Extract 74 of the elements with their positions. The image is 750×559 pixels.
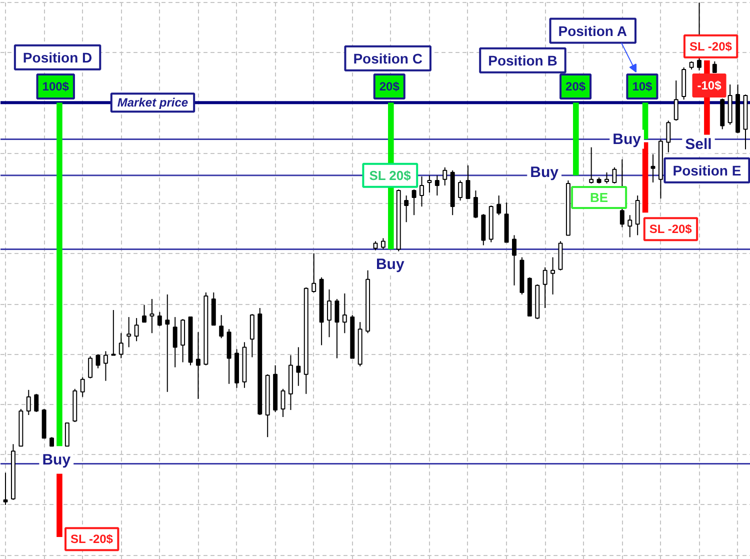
candlestick: [165, 294, 170, 392]
candlestick: [142, 304, 146, 323]
candlestick: [473, 190, 478, 219]
candlestick: [650, 154, 656, 183]
candlestick: [26, 389, 31, 416]
candlestick: [512, 234, 516, 286]
bar: [573, 102, 579, 176]
candlestick: [103, 350, 108, 382]
annotation: Buy: [612, 130, 642, 148]
candlestick: [628, 214, 632, 238]
candlestick: [34, 393, 39, 412]
annotation: -10$: [697, 78, 722, 93]
annotation: SL -20$: [649, 222, 692, 236]
annotation: Position E: [672, 162, 742, 178]
candlestick: [380, 238, 386, 250]
candlestick: [404, 195, 409, 223]
candlestick: [612, 166, 617, 184]
candlestick: [88, 356, 93, 379]
annotation: Buy: [530, 164, 560, 181]
annotation: Position B: [488, 52, 558, 68]
candlestick: [96, 354, 100, 369]
annotation: SL -20$: [689, 39, 732, 54]
candlestick: [466, 164, 470, 200]
annotation: 20$: [566, 80, 586, 94]
annotation: Position D: [22, 49, 92, 66]
candlestick: [674, 80, 678, 122]
ref-line-label: Market price: [117, 96, 188, 110]
candlestick: [442, 166, 448, 186]
annotation: Position A: [558, 22, 627, 39]
candlestick: [118, 332, 124, 359]
candlestick: [327, 288, 332, 338]
candlestick: [172, 316, 178, 368]
candlestick: [412, 188, 416, 216]
text: SL -20$: [70, 532, 114, 546]
candlestick: [589, 146, 594, 184]
candlestick: [334, 298, 340, 359]
candlestick: [666, 120, 671, 153]
candlestick: [342, 292, 347, 334]
bar: [642, 142, 648, 213]
annotation: SL 20$: [369, 168, 412, 183]
candlestick: [458, 180, 463, 202]
candlestick: [296, 346, 301, 386]
candlestick: [280, 388, 286, 418]
candlestick: [604, 172, 609, 184]
bar: [56, 102, 62, 446]
annotation: BE: [590, 190, 608, 206]
annotation: 100$: [42, 80, 70, 94]
candlestick: [64, 422, 70, 447]
candlestick: [434, 174, 440, 196]
annotation: 10$: [632, 80, 653, 94]
candlestick: [312, 252, 316, 293]
candlestick: [373, 240, 378, 251]
candlestick: [542, 266, 548, 309]
candlestick: [111, 310, 116, 356]
annotation: 20$: [379, 80, 400, 94]
annotation: Buy: [376, 256, 405, 273]
annotation: Position C: [353, 50, 422, 66]
candlestick: [427, 174, 432, 193]
bar: [56, 474, 62, 538]
candlestick: [3, 472, 8, 506]
candlestick: [134, 318, 139, 342]
candlestick: [196, 332, 200, 400]
annotation: Buy: [42, 452, 72, 469]
annotation: Sell: [685, 136, 712, 153]
candlestick: [126, 316, 132, 348]
candlestick: [635, 195, 640, 236]
candlestick: [496, 195, 502, 216]
candlestick: [50, 436, 54, 447]
candlestick: [157, 312, 162, 327]
candlestick: [712, 60, 717, 73]
candlestick: [80, 376, 85, 398]
candlestick: [150, 298, 154, 334]
candlestick: [550, 256, 556, 295]
candlestick: [219, 314, 224, 339]
